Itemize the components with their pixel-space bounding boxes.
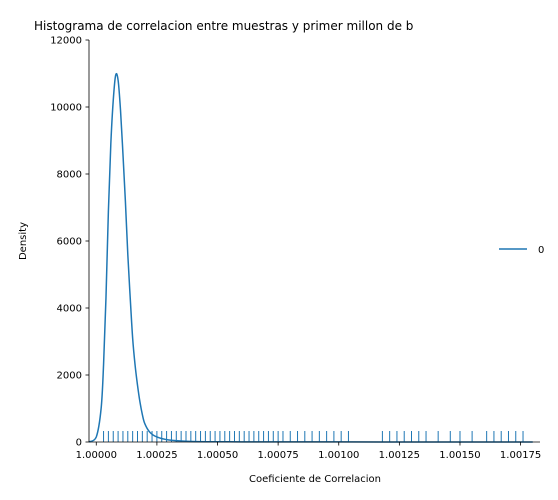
legend: 0 [499,245,544,256]
y-tick-label: 0 [76,438,82,449]
x-tick-label: 1.00175 [500,450,541,461]
x-tick-label: 1.00025 [136,450,177,461]
x-axis-title: Coeficiente de Correlacion [249,474,381,485]
y-axis-ticks: 0 2000 4000 6000 8000 10000 12000 [50,36,89,449]
x-tick-label: 1.00125 [379,450,420,461]
y-axis-title: Density [18,222,29,260]
x-tick-label: 1.00150 [439,450,480,461]
x-tick-label: 1.00000 [76,450,117,461]
legend-label: 0 [538,245,544,256]
x-tick-label: 1.00050 [197,450,238,461]
y-tick-label: 4000 [57,304,82,315]
x-tick-label: 1.00075 [257,450,298,461]
y-tick-label: 10000 [50,103,82,114]
y-tick-label: 2000 [57,371,82,382]
x-axis-ticks: 1.00000 1.00025 1.00050 1.00075 1.00100 1.001… [76,442,541,461]
y-tick-label: 12000 [50,36,82,47]
y-tick-label: 8000 [57,170,82,181]
chart-title: Histograma de correlacion entre muestras… [34,19,413,33]
x-tick-label: 1.00100 [318,450,359,461]
y-tick-label: 6000 [57,237,82,248]
density-curve [88,72,533,443]
